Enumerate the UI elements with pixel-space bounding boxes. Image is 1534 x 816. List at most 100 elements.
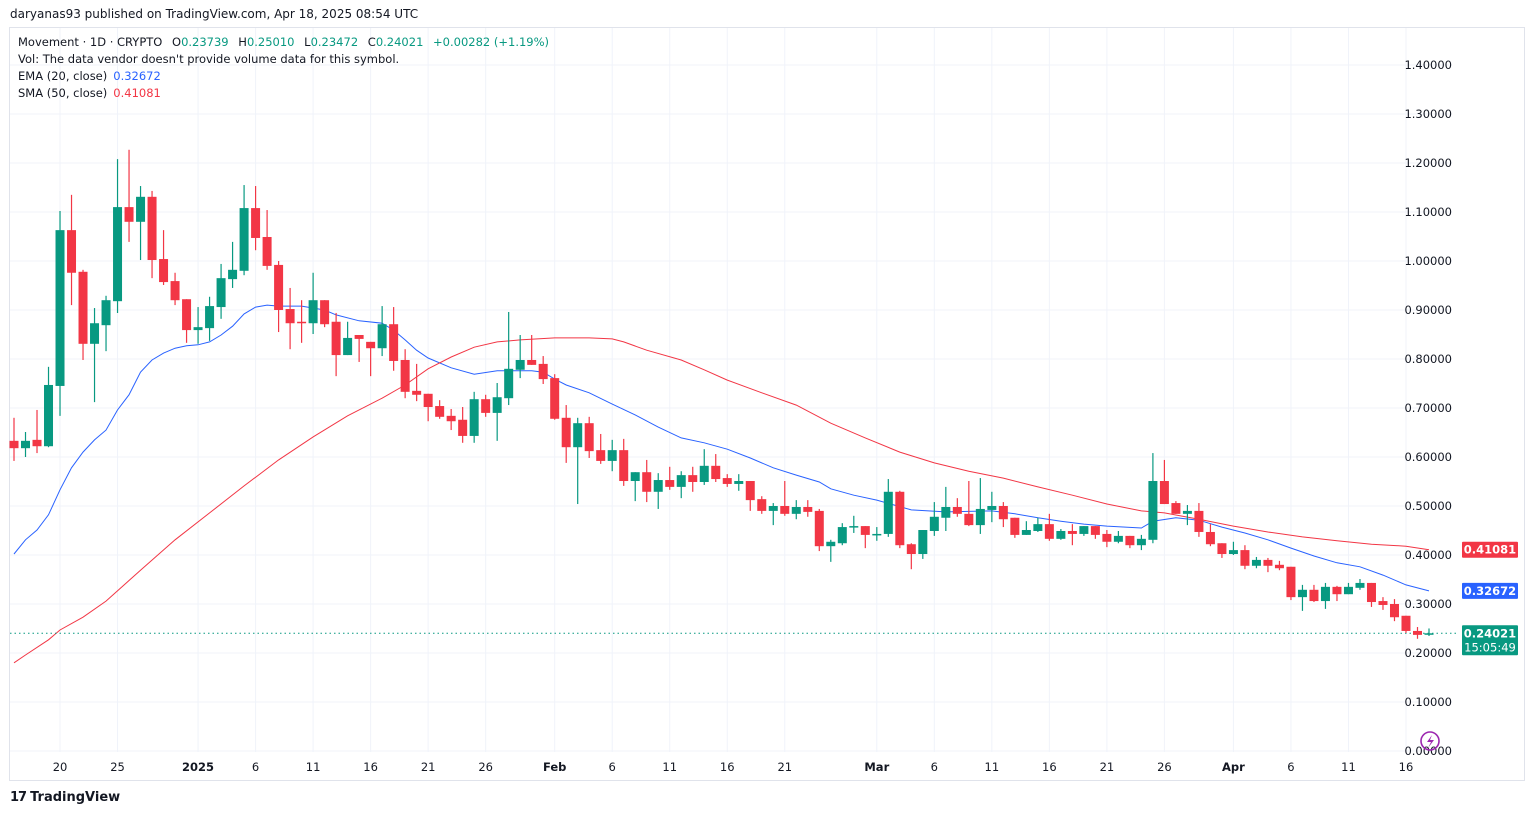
- candle: [44, 366, 54, 448]
- candle: [182, 299, 192, 343]
- candle: [389, 307, 399, 371]
- candle: [1171, 501, 1181, 514]
- candle: [653, 473, 663, 509]
- candle: [205, 296, 215, 341]
- candle-body: [262, 236, 272, 266]
- candle-body: [1355, 582, 1365, 588]
- candle-body: [21, 440, 31, 449]
- symbol-label[interactable]: Movement · 1D · CRYPTO: [18, 35, 163, 49]
- price-badge-value: 0.24021: [1464, 626, 1516, 640]
- candle: [366, 341, 376, 377]
- candle-body: [1332, 586, 1342, 595]
- candle: [170, 272, 180, 306]
- candle-body: [377, 324, 387, 349]
- published-caption: daryanas93 published on TradingView.com,…: [10, 7, 419, 21]
- candle-body: [205, 306, 215, 329]
- tradingview-footer[interactable]: 17 TradingView: [10, 790, 120, 805]
- candle: [1412, 627, 1422, 639]
- price-badge: 0.32672: [1462, 582, 1518, 599]
- candle: [1309, 584, 1319, 603]
- candle-body: [44, 384, 54, 447]
- candle-body: [32, 439, 42, 447]
- candle: [814, 508, 824, 552]
- price-badge-value: 0.41081: [1464, 543, 1516, 557]
- candle-body: [101, 300, 111, 326]
- candle-body: [987, 506, 997, 510]
- ema-legend[interactable]: EMA (20, close) 0.32672: [18, 68, 549, 85]
- candle: [1286, 566, 1296, 601]
- candle: [55, 211, 65, 416]
- candle-body: [343, 337, 353, 356]
- x-tick-label: 16: [363, 760, 378, 774]
- low-value: 0.23472: [310, 35, 359, 49]
- candle: [435, 400, 445, 419]
- countdown-timer: 15:05:49: [1464, 640, 1516, 654]
- candle-body: [676, 475, 686, 487]
- y-tick-label: 0.00000: [1404, 744, 1452, 758]
- time-axis[interactable]: 20 25 2025 6 11 16 21 26 Feb 6 11 16 21 Mar 6 11 16 21 26 A…: [53, 760, 1414, 774]
- candle-body: [538, 363, 548, 380]
- candle-body: [147, 196, 157, 261]
- footer-logo-text: TradingView: [30, 790, 121, 805]
- sma-legend[interactable]: SMA (50, close) 0.41081: [18, 85, 549, 102]
- candle-body: [826, 541, 836, 547]
- candle-body: [757, 499, 767, 511]
- candle: [952, 498, 962, 517]
- candle: [1113, 530, 1123, 544]
- candle-body: [1286, 566, 1296, 598]
- indicator-lines: [10, 304, 1458, 664]
- price-axis[interactable]: 0.00000 0.10000 0.20000 0.30000 0.40000 0.500…: [1404, 58, 1452, 758]
- candle-body: [354, 334, 364, 339]
- candle: [918, 530, 928, 559]
- candle-body: [711, 465, 721, 480]
- x-tick-label: Mar: [864, 760, 889, 774]
- x-tick-label: 21: [1100, 760, 1115, 774]
- candle: [1159, 459, 1169, 505]
- candle: [584, 416, 594, 458]
- candle-body: [1240, 550, 1250, 566]
- candle: [193, 307, 203, 344]
- y-tick-label: 0.90000: [1404, 303, 1452, 317]
- candle-body: [78, 271, 88, 344]
- x-tick-label: 26: [1157, 760, 1172, 774]
- candle-body: [665, 480, 675, 487]
- candle-body: [1125, 535, 1135, 546]
- candle: [1194, 503, 1204, 537]
- candle: [1251, 556, 1261, 569]
- candle-body: [400, 359, 410, 392]
- candle-body: [423, 393, 433, 408]
- candle: [515, 334, 525, 379]
- candle-body: [768, 506, 778, 511]
- tradingview-logo-icon: 17: [10, 790, 27, 805]
- y-tick-label: 0.80000: [1404, 352, 1452, 366]
- candle: [941, 486, 951, 531]
- candle-body: [1274, 564, 1284, 569]
- candle-body: [895, 491, 905, 546]
- candle: [216, 263, 226, 319]
- candle-body: [527, 359, 537, 365]
- alert-lightning-icon[interactable]: [1420, 731, 1440, 751]
- candle-body: [1389, 604, 1399, 618]
- candle: [1424, 628, 1434, 636]
- x-tick-label: 6: [609, 760, 616, 774]
- x-tick-label: 26: [478, 760, 493, 774]
- sma-label: SMA (50, close): [18, 86, 108, 100]
- candle: [124, 149, 134, 242]
- candle: [780, 481, 790, 516]
- candle-body: [1171, 503, 1181, 514]
- candle: [975, 478, 985, 534]
- x-tick-label: 16: [1042, 760, 1057, 774]
- close-label: C: [367, 35, 376, 49]
- candle-body: [504, 368, 514, 399]
- candle-body: [458, 419, 468, 436]
- x-tick-label: 25: [110, 760, 125, 774]
- candle: [147, 190, 157, 279]
- candle: [998, 502, 1008, 528]
- candle-body: [975, 508, 985, 526]
- candle-body: [1366, 582, 1376, 603]
- x-tick-label: 16: [1399, 760, 1414, 774]
- candle-body: [469, 399, 479, 436]
- candle: [872, 527, 882, 541]
- candle: [251, 186, 261, 251]
